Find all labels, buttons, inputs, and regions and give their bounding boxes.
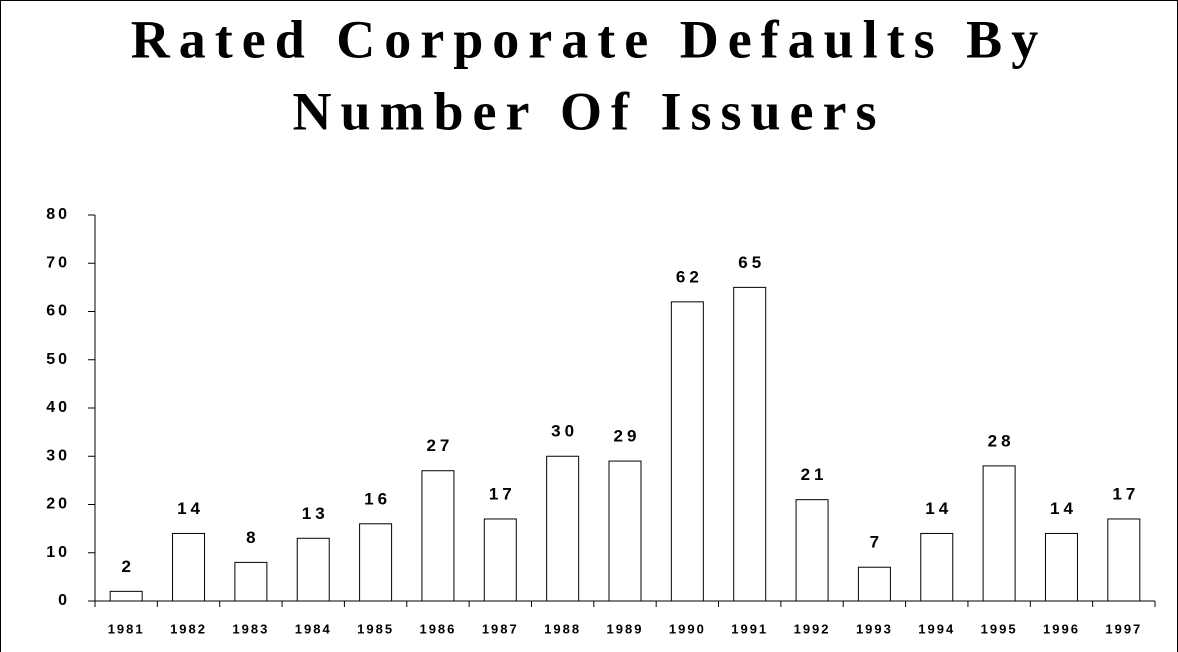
x-tick-label: 1984 xyxy=(295,621,332,636)
y-tick-label: 50 xyxy=(46,351,70,368)
bar xyxy=(546,455,580,602)
bar xyxy=(1107,518,1141,602)
value-label: 16 xyxy=(364,489,391,508)
value-label: 13 xyxy=(302,504,329,523)
bar xyxy=(1044,532,1078,602)
bar xyxy=(982,465,1016,602)
x-tick-label: 1994 xyxy=(918,621,955,636)
x-tick-label: 1997 xyxy=(1105,621,1142,636)
x-tick-label: 1981 xyxy=(108,621,145,636)
y-tick-label: 40 xyxy=(46,399,70,416)
value-label: 8 xyxy=(246,528,259,547)
bar xyxy=(172,532,206,602)
x-tick-label: 1988 xyxy=(544,621,581,636)
bar xyxy=(733,286,767,602)
y-tick-label: 10 xyxy=(46,544,70,561)
bar xyxy=(296,537,330,602)
value-label: 7 xyxy=(870,533,883,552)
y-tick-label: 60 xyxy=(46,303,70,320)
value-label: 27 xyxy=(426,436,453,455)
x-tick-label: 1987 xyxy=(482,621,519,636)
chart-title: Rated Corporate Defaults By xyxy=(131,9,1047,69)
bar xyxy=(421,470,455,602)
x-tick-label: 1995 xyxy=(981,621,1018,636)
y-tick-label: 0 xyxy=(58,592,70,609)
bar xyxy=(234,561,268,602)
value-label: 14 xyxy=(1050,499,1077,518)
value-label: 29 xyxy=(614,427,641,446)
value-label: 14 xyxy=(925,499,952,518)
x-tick-label: 1989 xyxy=(607,621,644,636)
value-label: 65 xyxy=(738,253,765,272)
x-tick-label: 1993 xyxy=(856,621,893,636)
value-label: 17 xyxy=(489,484,516,503)
bar xyxy=(795,499,829,602)
bar xyxy=(857,566,891,602)
x-tick-label: 1982 xyxy=(170,621,207,636)
y-tick-label: 80 xyxy=(46,206,70,223)
value-label: 21 xyxy=(801,465,828,484)
y-tick-label: 20 xyxy=(46,496,70,513)
y-tick-label: 30 xyxy=(46,447,70,464)
x-tick-label: 1996 xyxy=(1043,621,1080,636)
bar xyxy=(670,301,704,602)
x-tick-label: 1992 xyxy=(794,621,831,636)
value-label: 17 xyxy=(1112,484,1139,503)
x-tick-label: 1990 xyxy=(669,621,706,636)
value-label: 14 xyxy=(177,499,204,518)
y-tick-label: 70 xyxy=(46,254,70,271)
x-tick-label: 1986 xyxy=(419,621,456,636)
value-label: 28 xyxy=(988,431,1015,450)
bar xyxy=(608,460,642,602)
bar xyxy=(920,532,954,602)
x-tick-label: 1983 xyxy=(232,621,269,636)
chart-title: Number Of Issuers xyxy=(292,81,885,141)
value-label: 2 xyxy=(121,557,134,576)
bar xyxy=(359,523,393,602)
bar xyxy=(109,590,143,602)
x-tick-label: 1985 xyxy=(357,621,394,636)
value-label: 62 xyxy=(676,267,703,286)
x-tick-label: 1991 xyxy=(731,621,768,636)
value-label: 30 xyxy=(551,422,578,441)
bar xyxy=(483,518,517,602)
